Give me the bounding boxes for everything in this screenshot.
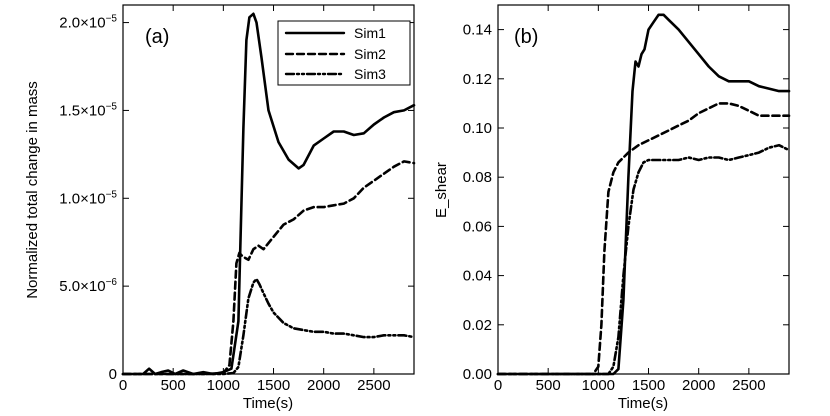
y-tick-label-b-1: 0.02 xyxy=(463,317,492,334)
x-tick-label-a-0: 0 xyxy=(119,377,127,394)
legend: Sim1 Sim2 Sim3 xyxy=(277,20,411,86)
y-tick-label-b-0: 0.00 xyxy=(463,366,492,383)
y-tick-label-b-7: 0.14 xyxy=(463,22,492,39)
y-tick-label-b-3: 0.06 xyxy=(463,218,492,235)
x-tick-label-b-2000: 2000 xyxy=(682,377,715,394)
legend-sim3-label: Sim3 xyxy=(354,66,386,82)
series-lines-a xyxy=(121,12,416,376)
panel-b: (b) Time(s) E_shear 0 500 1000 1500 2000 2500… xyxy=(433,4,791,412)
y-tick-label-a-1: 5.0×10−6 xyxy=(59,277,117,295)
axis-ticks-b: 0 500 1000 1500 2000 2500 0.00 0.02 0.04 0.06 0.08… xyxy=(463,5,789,394)
series-sim1-line-b xyxy=(496,13,791,376)
x-tick-label-a-1000: 1000 xyxy=(207,377,240,394)
x-tick-label-b-2500: 2500 xyxy=(732,377,765,394)
y-tick-label-a-3: 1.5×10−5 xyxy=(59,101,117,119)
series-sim3-line-a xyxy=(121,277,416,376)
x-tick-label-a-2000: 2000 xyxy=(307,377,340,394)
x-axis-label-a: Time(s) xyxy=(243,395,293,412)
y-axis-label-a: Normalized total change in mass xyxy=(24,81,41,299)
x-tick-label-b-500: 500 xyxy=(536,377,561,394)
y-tick-label-b-4: 0.08 xyxy=(463,169,492,186)
panel-a: (a) Time(s) Normalized total change in m… xyxy=(24,4,416,412)
series-lines-b xyxy=(496,13,791,376)
y-tick-label-b-6: 0.12 xyxy=(463,71,492,88)
y-tick-label-a-0: 0 xyxy=(109,366,117,383)
x-axis-label-b: Time(s) xyxy=(618,395,668,412)
x-tick-label-b-0: 0 xyxy=(494,377,502,394)
series-sim3-line-b xyxy=(496,143,791,376)
x-tick-label-a-1500: 1500 xyxy=(257,377,290,394)
panel-label-b: (b) xyxy=(514,26,538,48)
panel-label-a: (a) xyxy=(145,26,169,48)
series-sim2-line-a xyxy=(121,160,416,376)
plot-frame-b xyxy=(497,4,790,375)
series-sim2-line-b xyxy=(496,102,791,376)
plot-frame-a xyxy=(122,4,415,375)
y-axis-label-b: E_shear xyxy=(433,162,450,218)
y-tick-label-a-2: 1.0×10−5 xyxy=(59,189,117,207)
x-tick-label-b-1500: 1500 xyxy=(632,377,665,394)
x-tick-label-a-500: 500 xyxy=(161,377,186,394)
legend-sim1-label: Sim1 xyxy=(354,25,386,41)
y-tick-label-a-4: 2.0×10−5 xyxy=(59,14,117,32)
x-tick-label-b-1000: 1000 xyxy=(582,377,615,394)
legend-sim2-label: Sim2 xyxy=(354,46,386,62)
y-tick-label-b-5: 0.10 xyxy=(463,120,492,137)
y-tick-label-b-2: 0.04 xyxy=(463,268,492,285)
x-tick-label-a-2500: 2500 xyxy=(357,377,390,394)
